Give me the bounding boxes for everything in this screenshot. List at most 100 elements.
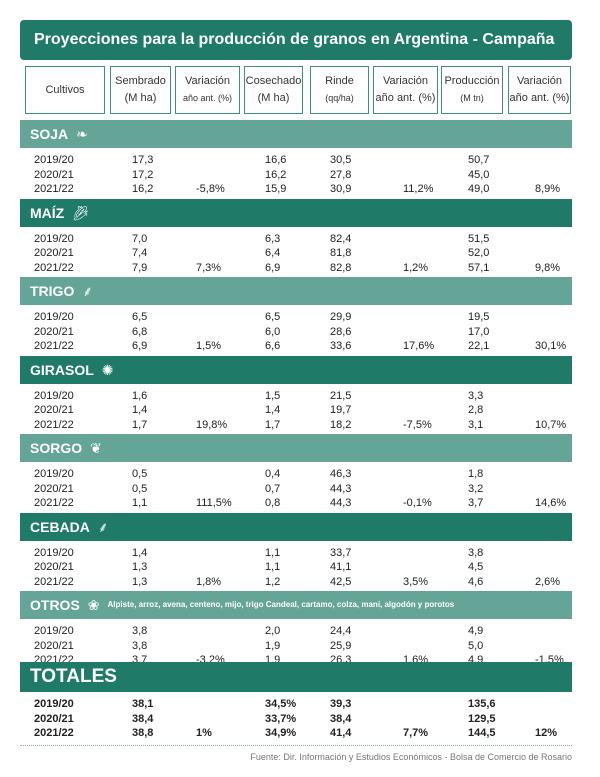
cell: 3,1 xyxy=(468,418,484,431)
cell: 2019/20 xyxy=(34,232,74,245)
cell: 2020/21 xyxy=(34,712,74,725)
header-subline: (M tn) xyxy=(460,93,484,103)
cell: 38,8 xyxy=(132,727,154,739)
cell: 28,6 xyxy=(330,325,352,338)
cell: 46,3 xyxy=(330,468,352,480)
cell: 2021/22 xyxy=(34,497,74,509)
table-row: 2020/21 7,4 6,4 81,8 52,0 xyxy=(20,246,572,261)
cell: 2021/22 xyxy=(34,340,74,352)
table-row: 2020/21 1,3 1,1 41,1 4,5 xyxy=(20,560,572,575)
cell: 7,3% xyxy=(196,261,222,274)
cell: 2021/22 xyxy=(34,418,74,431)
cell: 2020/21 xyxy=(34,247,74,259)
wheat-icon: ⸙ xyxy=(82,283,93,299)
table-row: 2019/20 17,3 16,6 30,5 50,7 xyxy=(20,153,572,168)
cell: 2020/21 xyxy=(34,168,74,181)
cell: 5,0 xyxy=(468,639,484,652)
cell: 18,2 xyxy=(330,418,352,431)
cell: 2,8 xyxy=(468,404,484,416)
table-row: 2019/20 1,4 1,1 33,7 3,8 xyxy=(20,546,572,561)
cell: 52,0 xyxy=(468,247,490,259)
column-header: Rinde (qq/ha) xyxy=(310,66,369,114)
table-row: 2021/22 1,7 19,8% 1,7 18,2 -7,5% 3,1 10,7% xyxy=(20,418,572,433)
cell: 2019/20 xyxy=(34,698,74,710)
cell: 14,6% xyxy=(535,497,567,509)
header-subline: (M ha) xyxy=(124,92,157,104)
cell: 3,8 xyxy=(468,546,484,559)
cell: 1,3 xyxy=(132,561,148,573)
crop-name: CEBADA xyxy=(30,518,90,535)
cell: 2020/21 xyxy=(34,325,74,338)
section-cebada: CEBADA ⸙ 2019/20 1,4 1,1 33,7 3,8 2020/21 1,3 1,1… xyxy=(20,512,572,590)
cell: 1,5% xyxy=(196,340,222,352)
cell: 1,4 xyxy=(132,404,148,416)
totals-title: TOTALES xyxy=(30,666,117,687)
section-band: TOTALES xyxy=(20,662,572,692)
cell: 2021/22 xyxy=(34,261,74,274)
table-row: 2021/22 16,2 -5,8% 15,9 30,9 11,2% 49,0 8,9% xyxy=(20,182,572,197)
header-line: Variación xyxy=(382,75,429,87)
cell: 38,4 xyxy=(132,712,154,725)
cell: 19,8% xyxy=(196,418,228,431)
table-row: 2021/22 7,9 7,3% 6,9 82,8 1,2% 57,1 9,8% xyxy=(20,261,572,276)
cell: 33,7 xyxy=(330,546,352,559)
cell: 12% xyxy=(535,727,558,739)
cell: 22,1 xyxy=(468,340,490,352)
cell: 17,2 xyxy=(132,168,154,181)
cell: 0,8 xyxy=(265,497,281,509)
cell: 39,3 xyxy=(330,698,352,710)
section-girasol: GIRASOL ✺ 2019/20 1,6 1,5 21,5 3,3 2020/21 1,4 1,… xyxy=(20,355,572,433)
cell: 15,9 xyxy=(265,183,287,195)
cell: 1,2% xyxy=(403,261,429,274)
cell: 44,3 xyxy=(330,497,352,509)
cell: 1,8% xyxy=(196,575,222,588)
cell: 34,9% xyxy=(265,727,297,739)
table-row: 2019/20 7,0 6,3 82,4 51,5 xyxy=(20,232,572,247)
cell: 1% xyxy=(196,727,212,739)
table-row: 2021/22 1,3 1,8% 1,2 42,5 3,5% 4,6 2,6% xyxy=(20,575,572,590)
section-band: MAÍZ 🌽︎ xyxy=(20,198,572,227)
cell: 1,9 xyxy=(265,639,281,652)
cell: 1,8 xyxy=(468,468,484,480)
cell: 1,3 xyxy=(132,575,148,588)
cell: 3,8 xyxy=(132,639,148,652)
header-subline: (qq/ha) xyxy=(325,93,354,103)
cell: 2021/22 xyxy=(34,727,74,739)
crop-name: MAÍZ xyxy=(30,204,65,221)
cell: 30,9 xyxy=(330,183,352,195)
cell: 33,7% xyxy=(265,712,297,725)
cell: 17,3 xyxy=(132,154,154,166)
cell: 1,4 xyxy=(132,546,148,559)
cell: 2020/21 xyxy=(34,561,74,573)
cell: 19,5 xyxy=(468,311,490,323)
column-header: Cultivos xyxy=(25,66,105,114)
header-subline: año ant. (%) xyxy=(509,92,570,104)
cell: 17,0 xyxy=(468,325,490,338)
section-maíz: MAÍZ 🌽︎ 2019/20 7,0 6,3 82,4 51,5 2020/21 7,4 6,4… xyxy=(20,198,572,276)
cell: 2020/21 xyxy=(34,482,74,495)
cell: 111,5% xyxy=(196,497,232,509)
column-header: Producción (M tn) xyxy=(441,66,503,114)
cell: 6,9 xyxy=(132,340,148,352)
cell: 50,7 xyxy=(468,154,490,166)
cell: 38,4 xyxy=(330,712,352,725)
cell: 29,9 xyxy=(330,311,352,323)
soy-pod-icon: ❧ xyxy=(76,126,88,142)
cell: 129,5 xyxy=(468,712,496,725)
cell: 0,7 xyxy=(265,482,281,495)
cell: 2019/20 xyxy=(34,468,74,480)
table-row: 2020/21 0,5 0,7 44,3 3,2 xyxy=(20,482,572,497)
cell: -5,8% xyxy=(196,183,225,195)
cell: 6,0 xyxy=(265,325,281,338)
cell: 6,6 xyxy=(265,340,281,352)
section-sorgo: SORGO ❦ 2019/20 0,5 0,4 46,3 1,8 2020/21 0,5 0,7 4… xyxy=(20,434,572,511)
cell: 33,6 xyxy=(330,340,352,352)
cell: 1,6 xyxy=(132,389,148,402)
column-header: Variación año ant. (%) xyxy=(175,66,240,114)
header-subline: (M ha) xyxy=(257,92,290,104)
column-header: Variación año ant. (%) xyxy=(508,66,571,114)
cell: -7,5% xyxy=(403,418,432,431)
cell: 1,1 xyxy=(132,497,148,509)
cell: 144,5 xyxy=(468,727,496,739)
section-otros: OTROS ❀ Alpiste, arroz, avena, centeno, mi… xyxy=(20,591,572,668)
